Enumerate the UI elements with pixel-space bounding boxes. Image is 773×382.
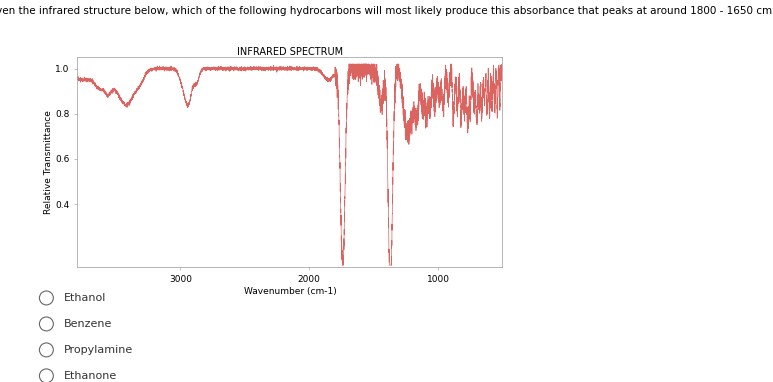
X-axis label: Wavenumber (cm-1): Wavenumber (cm-1) <box>243 287 336 296</box>
Title: INFRARED SPECTRUM: INFRARED SPECTRUM <box>237 47 343 57</box>
Text: Propylamine: Propylamine <box>63 345 133 355</box>
Text: Benzene: Benzene <box>63 319 112 329</box>
Text: Ethanone: Ethanone <box>63 371 117 381</box>
Text: Ethanol: Ethanol <box>63 293 106 303</box>
Text: Given the infrared structure below, which of the following hydrocarbons will mos: Given the infrared structure below, whic… <box>0 6 773 16</box>
Y-axis label: Relative Transmittance: Relative Transmittance <box>43 110 53 214</box>
